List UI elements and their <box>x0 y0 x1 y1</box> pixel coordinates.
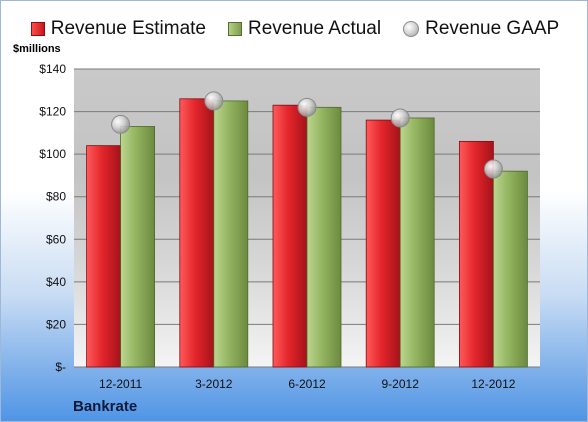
x-tick-label: 12-2011 <box>99 377 142 391</box>
y-tick-label: $20 <box>46 317 66 331</box>
y-tick-label: $- <box>55 360 66 374</box>
y-tick-label: $140 <box>39 62 66 76</box>
legend-item-gaap: Revenue GAAP <box>403 18 559 40</box>
x-tick-label: 12-2012 <box>471 377 515 391</box>
company-name: Bankrate <box>73 398 138 415</box>
marker-revenue-gaap <box>390 108 410 128</box>
bar-revenue-actual <box>399 117 435 368</box>
legend-swatch-estimate <box>30 22 45 36</box>
legend-swatch-gaap <box>403 21 420 37</box>
y-tick-label: $60 <box>46 232 66 246</box>
legend-swatch-actual <box>228 22 242 36</box>
bar-revenue-estimate <box>272 104 308 368</box>
bar-revenue-estimate <box>179 98 215 368</box>
legend-label-gaap: Revenue GAAP <box>425 18 560 39</box>
bar-revenue-estimate <box>365 119 401 368</box>
legend-item-actual: Revenue Actual <box>228 18 381 40</box>
y-tick-label: $80 <box>46 190 66 204</box>
marker-revenue-gaap <box>483 159 503 179</box>
marker-revenue-gaap <box>111 114 131 134</box>
marker-revenue-gaap <box>297 97 317 117</box>
y-axis-units-label: $millions <box>13 43 61 55</box>
bar-revenue-actual <box>492 170 528 368</box>
legend-item-estimate: Revenue Estimate <box>30 18 206 40</box>
marker-revenue-gaap <box>204 91 224 111</box>
legend-label-estimate: Revenue Estimate <box>50 18 206 39</box>
x-tick-label: 6-2012 <box>288 377 326 391</box>
bar-revenue-estimate <box>458 140 494 368</box>
bar-revenue-estimate <box>86 145 121 368</box>
chart-legend: Revenue Estimate Revenue Actual Revenue … <box>1 15 587 43</box>
bar-revenue-actual <box>306 106 342 368</box>
bar-revenue-actual <box>120 126 155 368</box>
x-tick-label: 9-2012 <box>382 377 420 391</box>
legend-label-actual: Revenue Actual <box>248 18 382 39</box>
y-tick-label: $40 <box>46 275 66 289</box>
y-tick-label: $120 <box>39 105 66 119</box>
x-tick-label: 3-2012 <box>195 377 233 391</box>
y-tick-label: $100 <box>39 147 66 161</box>
bar-revenue-actual <box>213 100 249 368</box>
